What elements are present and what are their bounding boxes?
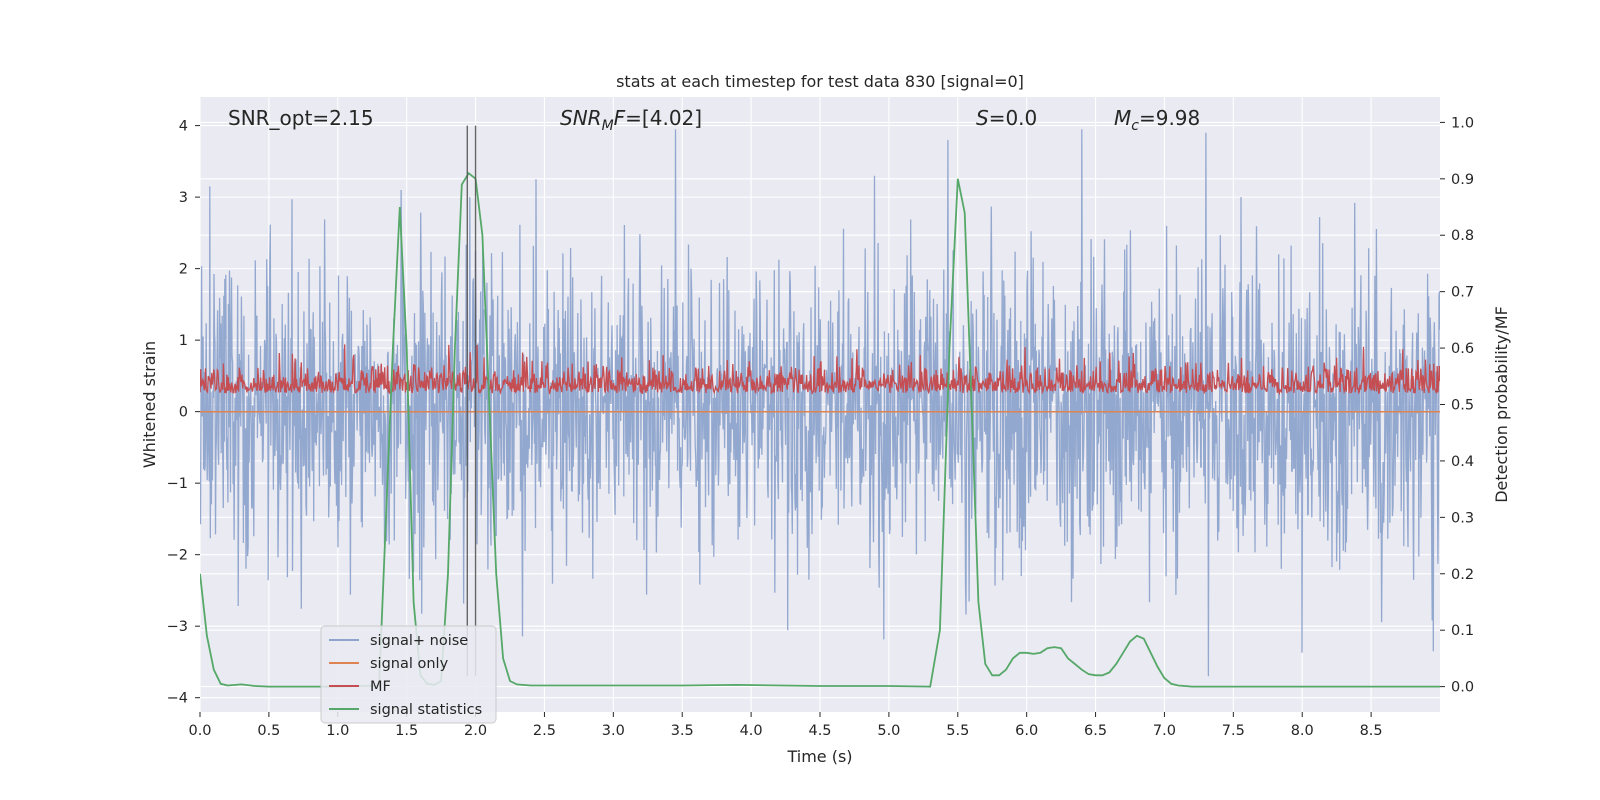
x-tick-label: 2.0 bbox=[464, 723, 487, 739]
y2-tick-label: 0.6 bbox=[1451, 341, 1474, 357]
y-tick-label: −2 bbox=[167, 548, 188, 564]
y2-tick-label: 0.5 bbox=[1451, 398, 1474, 414]
series-signal-noise bbox=[200, 129, 1440, 677]
y-tick-label: −4 bbox=[167, 691, 188, 707]
series-mf bbox=[200, 344, 1440, 396]
y-tick-label: 4 bbox=[179, 119, 188, 135]
legend-label: MF bbox=[370, 679, 391, 695]
x-tick-label: 1.5 bbox=[395, 723, 418, 739]
series-signal-statistics bbox=[200, 171, 1440, 688]
annotation-mc-value: =9.98 bbox=[1139, 106, 1200, 130]
legend-label: signal only bbox=[370, 656, 449, 672]
x-tick-label: 7.5 bbox=[1222, 723, 1245, 739]
annotation-s: S=0.0 bbox=[976, 106, 1037, 130]
x-tick-label: 7.0 bbox=[1153, 723, 1176, 739]
x-tick-label: 5.0 bbox=[877, 723, 900, 739]
y-axis-label: Whitened strain bbox=[140, 341, 159, 468]
y2-tick-label: 0.9 bbox=[1451, 172, 1474, 188]
x-tick-label: 8.0 bbox=[1291, 723, 1314, 739]
y2-tick-label: 0.7 bbox=[1451, 285, 1474, 301]
y-tick-label: 1 bbox=[179, 333, 188, 349]
x-tick-label: 3.5 bbox=[671, 723, 694, 739]
y-tick-label: 3 bbox=[179, 190, 188, 206]
x-tick-label: 0.5 bbox=[257, 723, 280, 739]
y2-tick-label: 1.0 bbox=[1451, 115, 1474, 131]
vertical-markers bbox=[466, 125, 477, 677]
x-tick-label: 3.0 bbox=[602, 723, 625, 739]
legend: signal+ noise signal only MF signal statist… bbox=[320, 625, 497, 724]
x-tick-label: 6.0 bbox=[1015, 723, 1038, 739]
annotation-mc-var: M bbox=[1114, 106, 1131, 130]
annotation-snr-mf: SNRMF=[4.02] bbox=[560, 106, 702, 134]
y-tick-label: −1 bbox=[167, 476, 188, 492]
annotation-snr-mf-base: SNR bbox=[560, 106, 602, 130]
annotation-mc: Mc=9.98 bbox=[1114, 106, 1200, 134]
annotation-snr-mf-f: F bbox=[614, 106, 626, 130]
annotation-snr-opt: SNR_opt=2.15 bbox=[228, 106, 374, 130]
chart-title: stats at each timestep for test data 830… bbox=[616, 72, 1024, 91]
y-tick-label: −3 bbox=[167, 619, 188, 635]
annotation-s-var: S bbox=[976, 106, 989, 130]
legend-box bbox=[320, 625, 497, 724]
annotation-snr-mf-sub: M bbox=[602, 118, 614, 134]
x-tick-label: 4.5 bbox=[808, 723, 831, 739]
y2-tick-label: 0.0 bbox=[1451, 680, 1474, 696]
x-tick-label: 6.5 bbox=[1084, 723, 1107, 739]
x-tick-label: 8.5 bbox=[1360, 723, 1383, 739]
x-tick-label: 0.0 bbox=[188, 723, 211, 739]
y2-tick-label: 0.3 bbox=[1451, 510, 1474, 526]
legend-label: signal+ noise bbox=[370, 633, 468, 649]
legend-label: signal statistics bbox=[370, 702, 482, 718]
annotation-s-value: =0.0 bbox=[989, 106, 1038, 130]
annotation-snr-mf-value: =[4.02] bbox=[625, 106, 702, 130]
x-tick-label: 2.5 bbox=[533, 723, 556, 739]
x-tick-label: 5.5 bbox=[946, 723, 969, 739]
annotation-mc-sub: c bbox=[1131, 118, 1139, 134]
y2-tick-label: 0.8 bbox=[1451, 228, 1474, 244]
y-tick-label: 0 bbox=[179, 405, 188, 421]
data-layer bbox=[200, 129, 1440, 688]
x-tick-label: 4.0 bbox=[740, 723, 763, 739]
y2-axis-label: Detection probability/MF bbox=[1492, 306, 1511, 503]
y2-tick-label: 0.2 bbox=[1451, 567, 1474, 583]
y2-tick-label: 0.4 bbox=[1451, 454, 1474, 470]
y-tick-label: 2 bbox=[179, 262, 188, 278]
x-tick-label: 1.0 bbox=[326, 723, 349, 739]
y2-tick-label: 0.1 bbox=[1451, 623, 1474, 639]
ticks: 0.0 0.5 1.0 1.5 2.0 2.5 3.0 3.5 4.0 4.5 5.0 5.5 6.0 6… bbox=[167, 115, 1474, 739]
x-axis-label: Time (s) bbox=[786, 747, 852, 766]
